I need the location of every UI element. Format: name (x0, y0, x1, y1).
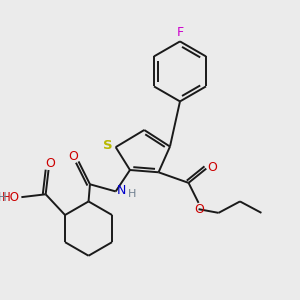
Text: O: O (68, 150, 78, 163)
Text: O: O (45, 157, 55, 170)
Text: O: O (194, 203, 204, 216)
Text: H: H (128, 189, 136, 199)
Text: F: F (176, 26, 184, 39)
Text: H: H (0, 191, 7, 204)
Text: O: O (208, 160, 218, 174)
Text: HO: HO (2, 191, 20, 204)
Text: N: N (117, 184, 126, 197)
Text: S: S (103, 139, 112, 152)
